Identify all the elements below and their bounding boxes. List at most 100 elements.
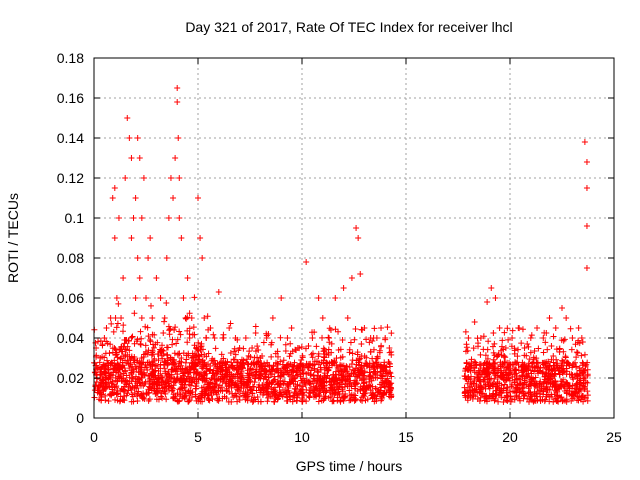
data-point xyxy=(530,375,537,382)
data-point xyxy=(315,353,322,360)
data-point xyxy=(348,370,355,377)
data-point xyxy=(326,335,333,341)
data-point xyxy=(351,397,358,404)
data-point xyxy=(581,374,588,381)
data-point xyxy=(529,359,536,366)
data-point xyxy=(463,344,470,351)
data-point xyxy=(120,275,127,281)
data-point xyxy=(480,346,487,353)
data-point xyxy=(319,315,326,321)
data-point xyxy=(135,369,142,376)
data-point xyxy=(580,375,587,382)
data-point xyxy=(488,285,495,291)
data-point xyxy=(124,343,131,350)
data-point xyxy=(287,350,294,357)
data-point xyxy=(130,215,137,221)
data-point xyxy=(147,302,154,309)
data-point xyxy=(581,139,588,145)
data-point xyxy=(152,374,159,381)
data-point xyxy=(184,339,191,346)
data-point xyxy=(128,235,135,241)
data-point xyxy=(244,356,251,363)
data-point xyxy=(310,361,317,368)
data-point xyxy=(124,115,131,121)
data-point xyxy=(574,349,581,356)
data-point xyxy=(138,215,145,221)
y-tick-label: 0.18 xyxy=(57,50,84,66)
data-point xyxy=(111,357,118,364)
data-point xyxy=(495,398,502,405)
data-point xyxy=(134,135,141,141)
x-tick-label: 25 xyxy=(606,429,622,445)
data-point xyxy=(176,215,183,221)
data-point xyxy=(552,325,559,331)
data-point xyxy=(560,348,567,355)
data-point xyxy=(149,315,156,321)
data-point xyxy=(363,336,370,343)
data-point xyxy=(109,195,116,201)
data-point xyxy=(112,346,119,353)
data-point xyxy=(320,348,327,355)
data-point xyxy=(254,393,261,400)
data-point xyxy=(107,315,114,321)
data-point xyxy=(244,367,251,374)
data-point xyxy=(175,135,182,141)
data-point xyxy=(348,275,355,281)
data-point xyxy=(177,331,184,338)
data-point xyxy=(467,367,474,374)
data-point xyxy=(491,376,498,383)
data-point xyxy=(128,155,135,161)
data-point xyxy=(492,295,499,301)
data-point xyxy=(227,320,234,327)
data-point xyxy=(272,350,279,357)
data-point xyxy=(122,337,129,344)
data-point xyxy=(105,398,112,405)
data-point xyxy=(371,325,378,332)
data-point xyxy=(110,381,117,388)
y-tick-label: 0.16 xyxy=(57,90,84,106)
data-point xyxy=(527,367,534,374)
data-point xyxy=(143,295,149,301)
data-point xyxy=(485,338,492,345)
data-point xyxy=(121,340,128,347)
data-point xyxy=(253,387,260,394)
data-point xyxy=(519,326,526,333)
data-point xyxy=(349,350,356,357)
data-point xyxy=(219,335,226,341)
x-tick-label: 20 xyxy=(502,429,518,445)
data-point xyxy=(528,360,535,367)
data-point xyxy=(352,380,359,387)
data-point xyxy=(315,295,322,301)
data-point xyxy=(373,335,380,341)
x-tick-label: 0 xyxy=(90,429,98,445)
data-point xyxy=(287,340,294,347)
data-point xyxy=(195,195,201,201)
data-point xyxy=(367,335,374,341)
data-point xyxy=(198,340,205,347)
data-point xyxy=(179,372,186,379)
data-point xyxy=(579,339,586,345)
data-point xyxy=(190,324,197,331)
data-point xyxy=(120,322,127,329)
data-point xyxy=(120,396,127,403)
data-point xyxy=(298,343,305,350)
data-point xyxy=(337,354,344,361)
data-point xyxy=(471,319,478,325)
data-point xyxy=(386,369,393,376)
data-point xyxy=(132,195,139,201)
data-point xyxy=(122,175,129,181)
data-point xyxy=(165,215,172,221)
data-point xyxy=(303,259,310,265)
data-point xyxy=(309,335,316,341)
data-point xyxy=(210,331,217,338)
data-point xyxy=(584,372,591,379)
data-point xyxy=(341,367,348,374)
data-point xyxy=(172,155,179,161)
data-point xyxy=(252,323,259,330)
data-point xyxy=(178,235,185,241)
data-point xyxy=(136,155,143,161)
data-point xyxy=(309,329,316,336)
y-tick-label: 0.04 xyxy=(57,330,84,346)
data-point xyxy=(504,325,511,332)
data-point xyxy=(559,305,565,311)
